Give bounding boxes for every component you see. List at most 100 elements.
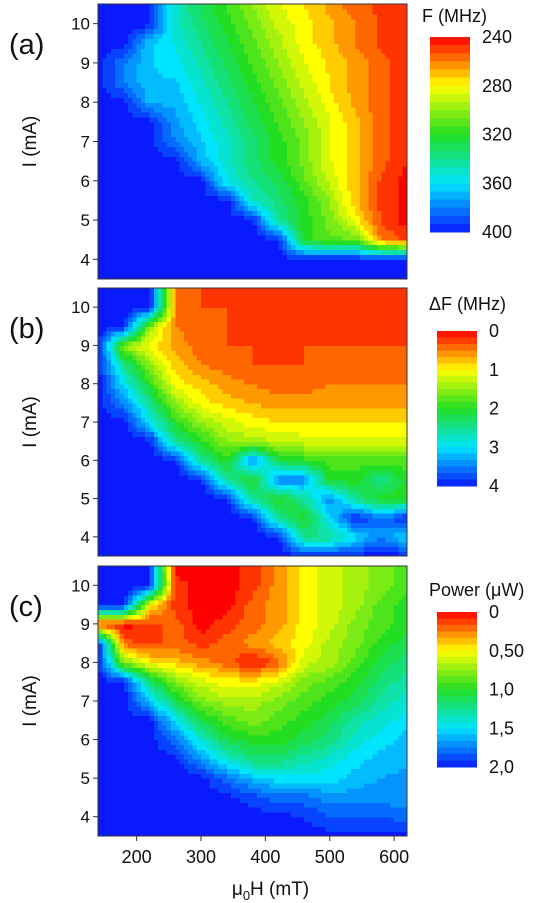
heatmap-cell [334,244,339,251]
heatmap-cell [110,72,116,79]
heatmap-cell [213,131,219,138]
heatmap-cell [98,259,103,265]
heatmap-cell [183,264,189,270]
heatmap-cell [261,116,266,123]
heatmap-cell [175,43,181,49]
heatmap-cell [110,220,116,226]
heatmap-cell [321,97,327,103]
heatmap-cell [286,72,292,79]
heatmap-cell [231,239,236,246]
heatmap-cell [140,503,146,509]
heatmap-cell [106,102,112,108]
heatmap-cell [170,532,176,538]
heatmap-cell [136,234,142,241]
heatmap-cell [145,67,151,74]
heatmap-cell [213,92,219,98]
heatmap-cell [351,527,357,533]
heatmap-cell [235,170,241,177]
heatmap-cell [334,82,339,89]
heatmap-cell [153,527,159,533]
heatmap-cell [119,67,125,74]
heatmap-cell [389,274,395,280]
heatmap-cell [265,87,271,93]
heatmap-cell [166,58,172,64]
heatmap-cell [291,512,297,519]
heatmap-cell [286,131,292,138]
heatmap-cell [201,180,206,187]
heatmap-cell [355,23,361,30]
heatmap-cell [355,18,361,25]
heatmap-cell [329,234,335,241]
heatmap-cell [110,166,116,172]
heatmap-cell [308,220,314,226]
heatmap-cell [205,62,211,69]
heatmap-cell [243,517,249,524]
heatmap-cell [329,259,335,265]
heatmap-cell [102,503,108,509]
heatmap-cell [265,254,271,260]
heatmap-cell [218,239,224,246]
heatmap-cell [115,112,121,118]
heatmap-cell [132,8,138,15]
heatmap-cell [226,249,232,256]
heatmap-cell [209,503,215,509]
heatmap-cell [368,33,374,39]
heatmap-cell [102,229,108,236]
heatmap-cell [222,161,228,167]
heatmap-cell [153,58,159,64]
heatmap-cell [316,77,322,84]
heatmap-cell [145,536,151,543]
heatmap-cell [269,527,275,533]
heatmap-cell [196,200,202,206]
heatmap-cell [166,102,172,108]
heatmap-cell [295,532,301,538]
heatmap-cell [110,146,116,152]
heatmap-cell [209,131,215,138]
heatmap-cell [385,33,391,39]
heatmap-cell [170,259,176,265]
heatmap-cell [261,38,266,44]
heatmap-cell [342,136,348,143]
heatmap-cell [316,23,322,30]
heatmap-cell [308,541,314,548]
heatmap-cell [312,200,318,206]
heatmap-cell [158,67,163,74]
heatmap-cell [123,141,129,148]
heatmap-cell [145,170,151,177]
heatmap-cell [252,112,258,118]
heatmap-cell [209,23,215,30]
heatmap-cell [218,92,224,98]
heatmap-cell [261,264,266,270]
heatmap-cell [291,546,297,552]
heatmap-cell [145,33,151,39]
heatmap-cell [153,175,159,182]
heatmap-cell [265,269,271,275]
heatmap-cell [170,38,176,44]
heatmap-cell [364,13,369,20]
heatmap-cell [209,53,215,59]
heatmap-cell [243,58,249,64]
heatmap-cell [162,254,168,260]
heatmap-cell [136,166,142,172]
heatmap-cell [192,121,198,128]
heatmap-cell [282,67,288,74]
heatmap-cell [179,200,185,206]
heatmap-cell [175,166,181,172]
heatmap-cell [119,229,125,236]
heatmap-cell [153,224,159,231]
heatmap-cell [162,195,168,202]
heatmap-cell [149,48,155,54]
heatmap-cell [364,215,369,221]
heatmap-cell [256,87,262,93]
heatmap-cell [304,4,309,10]
heatmap-cell [106,200,112,206]
heatmap-cell [128,38,133,44]
heatmap-cell [325,532,331,538]
heatmap-cell [128,522,133,528]
heatmap-cell [351,239,357,246]
heatmap-cell [368,205,374,211]
heatmap-cell [398,264,404,270]
heatmap-cell [145,166,151,172]
heatmap-cell [368,264,374,270]
heatmap-cell [140,87,146,93]
